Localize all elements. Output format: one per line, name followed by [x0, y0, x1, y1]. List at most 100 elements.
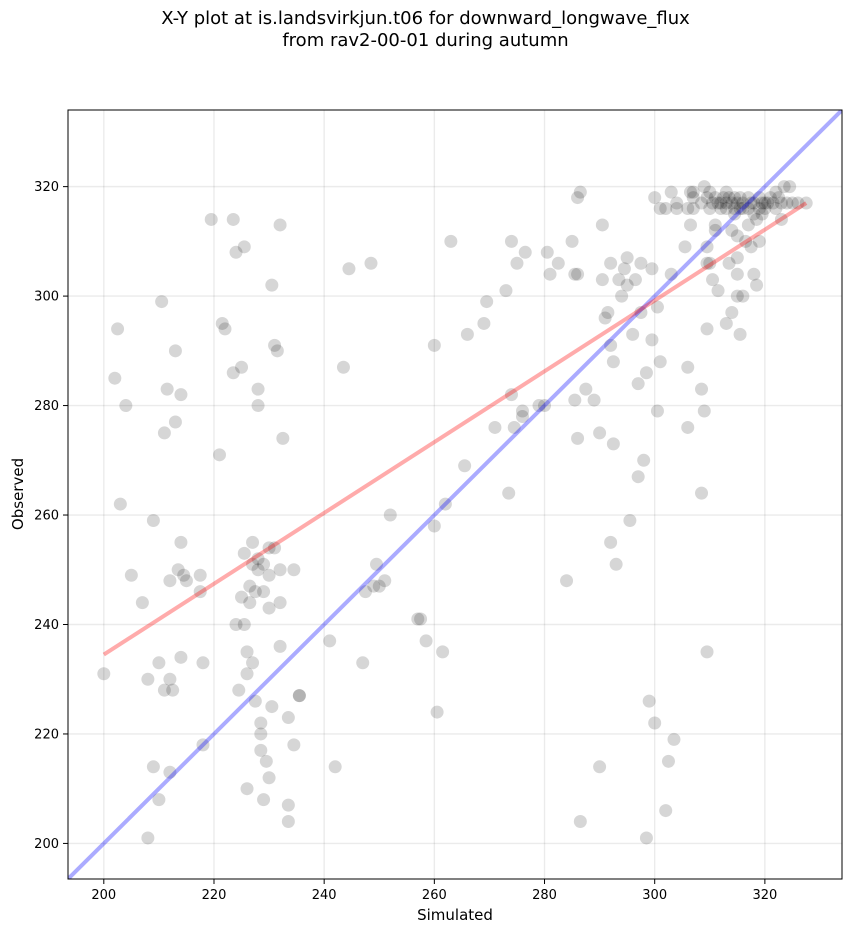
- data-point: [232, 683, 246, 697]
- data-point: [719, 185, 733, 199]
- data-point: [730, 196, 744, 210]
- data-point: [568, 393, 582, 407]
- data-point: [626, 327, 640, 341]
- data-point: [356, 656, 370, 670]
- data-point: [661, 754, 675, 768]
- data-point: [783, 180, 797, 194]
- data-point: [653, 202, 667, 216]
- data-point: [722, 191, 736, 205]
- data-point: [664, 185, 678, 199]
- data-point: [568, 267, 582, 281]
- data-point: [367, 579, 381, 593]
- data-point: [323, 634, 337, 648]
- data-point: [752, 191, 766, 205]
- data-point: [565, 234, 579, 248]
- data-point: [265, 278, 279, 292]
- data-point: [226, 212, 240, 226]
- data-point: [719, 196, 733, 210]
- data-point: [248, 585, 262, 599]
- data-point: [204, 212, 218, 226]
- x-tick-label: 280: [532, 888, 557, 903]
- y-tick-label: 300: [34, 290, 59, 305]
- data-point: [378, 574, 392, 588]
- data-point: [226, 366, 240, 380]
- data-point: [730, 289, 744, 303]
- data-point: [141, 672, 155, 686]
- data-point: [606, 437, 620, 451]
- x-tick-label: 240: [312, 888, 337, 903]
- data-point: [725, 306, 739, 320]
- data-point: [573, 185, 587, 199]
- data-point: [268, 541, 282, 555]
- data-point: [254, 743, 268, 757]
- data-point: [708, 191, 722, 205]
- data-point: [436, 645, 450, 659]
- data-point: [719, 316, 733, 330]
- data-point: [670, 202, 684, 216]
- data-point: [193, 568, 207, 582]
- data-point: [342, 262, 356, 276]
- data-point: [571, 431, 585, 445]
- one-to-one-line: [68, 110, 842, 879]
- data-point: [706, 196, 720, 210]
- data-point: [113, 497, 127, 511]
- data-point: [615, 289, 629, 303]
- data-point: [257, 585, 271, 599]
- data-point: [628, 273, 642, 287]
- y-tick-label: 260: [34, 509, 59, 524]
- data-point: [543, 267, 557, 281]
- plot-frame: [67, 109, 843, 880]
- data-point: [276, 431, 290, 445]
- data-point: [606, 355, 620, 369]
- data-point: [755, 207, 769, 221]
- data-point: [728, 191, 742, 205]
- y-tick-label: 220: [34, 727, 59, 742]
- data-point: [196, 738, 210, 752]
- data-point: [741, 202, 755, 216]
- data-point: [744, 196, 758, 210]
- data-point: [240, 667, 254, 681]
- data-point: [733, 202, 747, 216]
- data-point: [262, 541, 276, 555]
- data-point: [119, 399, 133, 413]
- data-point: [703, 202, 717, 216]
- data-point: [243, 596, 257, 610]
- data-point: [515, 404, 529, 418]
- data-point: [639, 831, 653, 845]
- grid-lines: [68, 110, 842, 879]
- x-tick-label: 300: [642, 888, 667, 903]
- data-point: [262, 771, 276, 785]
- data-point: [733, 327, 747, 341]
- data-point: [240, 782, 254, 796]
- data-point: [750, 278, 764, 292]
- x-axis-label: Simulated: [417, 906, 493, 924]
- data-point: [411, 612, 425, 626]
- data-point: [639, 366, 653, 380]
- data-point: [174, 535, 188, 549]
- data-point: [141, 831, 155, 845]
- data-point: [427, 519, 441, 533]
- data-point: [163, 765, 177, 779]
- data-point: [700, 240, 714, 254]
- data-point: [155, 295, 169, 309]
- data-point: [174, 650, 188, 664]
- data-point: [480, 295, 494, 309]
- data-point: [383, 508, 397, 522]
- data-point: [166, 683, 180, 697]
- data-point: [700, 645, 714, 659]
- data-point: [414, 612, 428, 626]
- data-point: [587, 393, 601, 407]
- data-point: [769, 185, 783, 199]
- data-point: [254, 727, 268, 741]
- data-point: [785, 196, 799, 210]
- axis-ticks: 200 220 240 260 280 300 320 200 220 240 260 280 300 3…: [34, 180, 777, 903]
- data-point: [235, 590, 249, 604]
- y-tick-label: 240: [34, 618, 59, 633]
- data-point: [251, 399, 265, 413]
- data-point: [372, 579, 386, 593]
- data-point: [237, 617, 251, 631]
- data-point: [772, 191, 786, 205]
- data-point: [730, 229, 744, 243]
- y-tick-label: 320: [34, 180, 59, 195]
- data-point: [336, 360, 350, 374]
